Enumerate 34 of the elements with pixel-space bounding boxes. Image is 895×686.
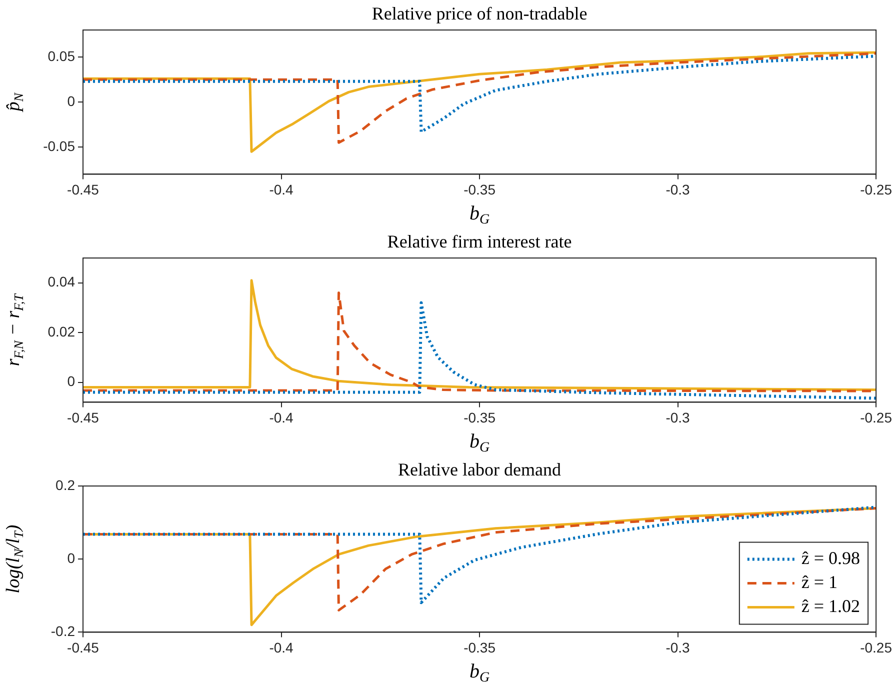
chart-title: Relative labor demand (398, 460, 562, 480)
legend-label: ẑ = 0.98 (801, 548, 860, 568)
y-tick-label: 0.2 (56, 476, 76, 493)
x-tick-label: -0.3 (666, 181, 690, 198)
y-tick-label: 0 (67, 92, 76, 109)
y-tick-label: -0.05 (43, 138, 76, 154)
line-series (83, 301, 876, 400)
x-tick-label: -0.3 (666, 639, 690, 656)
chart-title: Relative firm interest rate (387, 232, 572, 252)
y-axis-title: rF,N − rF,T (3, 293, 26, 366)
x-tick-label: -0.35 (464, 639, 496, 656)
x-tick-label: -0.45 (67, 639, 100, 656)
y-tick-label: 0 (67, 373, 76, 390)
y-tick-label: 0.04 (48, 274, 76, 290)
x-tick-label: -0.4 (269, 639, 294, 656)
y-tick-label: 0.05 (48, 48, 76, 64)
legend-label: ẑ = 1.02 (801, 596, 860, 616)
x-tick-label: -0.4 (269, 181, 294, 198)
x-tick-label: -0.45 (67, 181, 100, 198)
y-tick-label: 0.02 (48, 323, 76, 340)
x-tick-label: -0.35 (464, 181, 496, 198)
legend-label: ẑ = 1 (801, 572, 838, 592)
x-tick-label: -0.25 (860, 181, 892, 198)
y-axis-title: p̂N (3, 92, 26, 114)
y-tick-label: 0 (67, 550, 76, 566)
x-tick-label: -0.25 (860, 639, 892, 656)
x-tick-label: -0.25 (860, 409, 892, 426)
chart-title: Relative price of non-tradable (372, 4, 588, 24)
x-tick-label: -0.3 (666, 409, 690, 426)
y-axis-title: log(lN/lT) (3, 524, 26, 594)
x-tick-label: -0.45 (67, 409, 100, 426)
x-tick-label: -0.4 (269, 409, 294, 426)
y-tick-label: -0.2 (50, 623, 76, 640)
x-tick-label: -0.35 (464, 409, 496, 426)
